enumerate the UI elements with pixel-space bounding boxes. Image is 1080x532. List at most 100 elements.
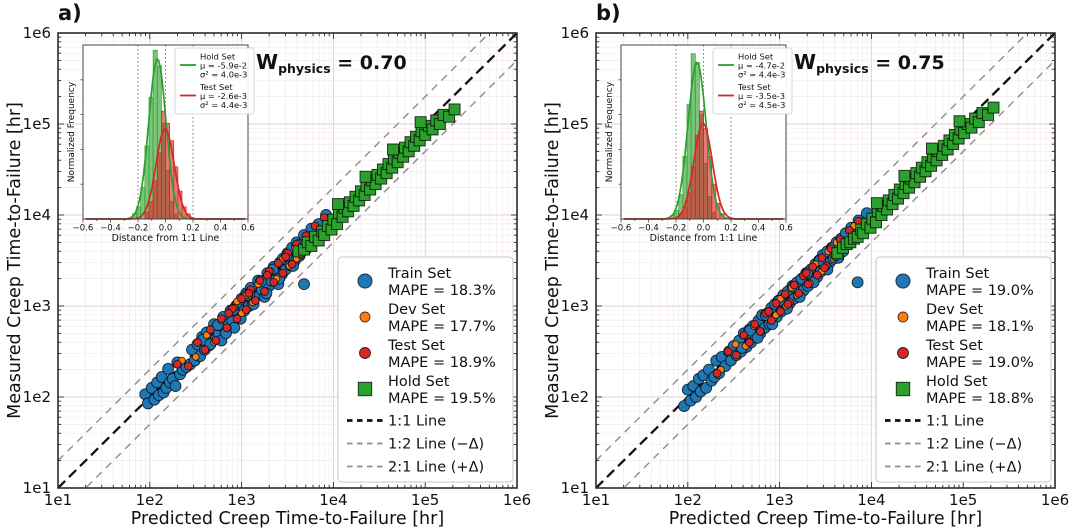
scatter-point	[448, 103, 461, 116]
legend-series-name: Train Set	[925, 266, 990, 282]
legend-series-name: Test Set	[925, 338, 983, 354]
panel-letter: a)	[58, 1, 82, 25]
plot-content	[596, 33, 1055, 488]
scatter-point	[278, 268, 288, 278]
scatter-point	[789, 280, 799, 290]
scatter-point	[723, 347, 733, 356]
legend-series-name: Dev Set	[926, 302, 983, 318]
y-axis-label: Measured Creep Time-to-Failure [hr]	[543, 102, 563, 419]
scatter-point	[359, 170, 372, 183]
scatter-point	[232, 314, 242, 324]
inset-x-tick-label: 0.4	[752, 224, 766, 234]
scatter-point	[331, 198, 344, 211]
legend-line-label: 1:1 Line	[388, 414, 446, 430]
hist-bar	[152, 180, 158, 220]
scatter-point	[222, 323, 232, 333]
inset-ticks	[80, 79, 249, 223]
legend-entry-2-1-line-: 2:1 Line (+Δ)	[885, 460, 1022, 476]
inset-x-tick-label: −0.6	[611, 224, 632, 234]
physics-weight-annotation: Wphysics = 0.75	[794, 50, 945, 76]
inset-legend-variance: σ² = 4.0e-3	[200, 70, 247, 80]
scatter-point	[783, 299, 793, 309]
inset-legend-series-name: Hold Set	[200, 52, 236, 62]
inset-x-tick-label: −0.4	[100, 224, 121, 234]
legend-mape-value: MAPE = 19.0%	[926, 355, 1034, 371]
legend-mape-value: MAPE = 18.8%	[926, 391, 1034, 407]
panel-b: 1e1 1e2 1e3 1e4 1e5 1e6 1e1 1e2 1e3 1e4 1e5 1e6 Pred…	[543, 1, 1069, 529]
scatter-point	[750, 319, 760, 329]
x-tick-label: 1e4	[857, 491, 885, 509]
scatter-point	[776, 307, 785, 316]
legend-marker	[357, 273, 373, 289]
plot-frame	[595, 32, 1056, 489]
scatter-point	[794, 288, 804, 298]
inset-x-tick-label: 0.4	[214, 224, 228, 234]
x-tick-label: 1e5	[411, 491, 439, 509]
legend-mape-value: MAPE = 18.9%	[388, 355, 496, 371]
x-tick-label: 1e6	[1041, 491, 1069, 509]
scatter-point	[281, 252, 291, 262]
inset-x-tick-label: 0.2	[724, 224, 738, 234]
legend-marker	[897, 311, 909, 323]
scatter-point	[870, 197, 883, 210]
inset-histogram: −0.6 −0.4 −0.2 0.0 0.2 0.4 0.6 Distance from 1:…	[605, 44, 793, 244]
x-tick-label: 1e6	[503, 491, 531, 509]
scatter-point	[780, 289, 790, 299]
scatter-point	[206, 325, 215, 335]
legend-series-name: Test Set	[387, 338, 445, 354]
x-tick-label: 1e3	[227, 491, 255, 509]
series-test-set	[172, 213, 334, 371]
scatter-point	[739, 330, 749, 340]
legend-entry-1-1-line: 1:1 Line	[347, 414, 446, 430]
plot-frame	[57, 32, 518, 489]
scatter-point	[387, 143, 400, 156]
hist-bar	[156, 152, 162, 220]
scatter-point	[898, 169, 911, 182]
panel-letter: b)	[596, 1, 621, 25]
legend-mape-value: MAPE = 19.5%	[388, 391, 496, 407]
scatter-point	[211, 336, 221, 345]
inset-legend-variance: σ² = 4.4e-3	[200, 100, 247, 110]
scatter-point	[744, 338, 754, 347]
scatter-point	[925, 142, 938, 155]
scatter-point	[169, 380, 182, 393]
legend-box	[875, 256, 1052, 483]
physics-weight-annotation: Wphysics = 0.70	[256, 50, 407, 76]
series-hold-set	[292, 103, 461, 258]
y-tick-label: 1e2	[23, 388, 51, 406]
legend-mape-value: MAPE = 17.7%	[388, 319, 496, 335]
legend-line-label: 2:1 Line (+Δ)	[926, 460, 1022, 476]
inset-x-tick-label: 0.6	[779, 224, 793, 234]
scatter-point	[414, 116, 427, 129]
inset-x-tick-label: 0.6	[241, 224, 255, 234]
inset-x-tick-label: 0.0	[697, 224, 711, 234]
inset-x-tick-label: 0.2	[186, 224, 200, 234]
inset-legend-series-name: Hold Set	[738, 52, 774, 62]
x-tick-label: 1e5	[949, 491, 977, 509]
y-tick-label: 1e4	[23, 206, 51, 224]
plot-content	[58, 33, 517, 488]
scatter-point	[851, 276, 864, 289]
scatter-point	[269, 277, 279, 287]
legend-line-label: 2:1 Line (+Δ)	[388, 460, 484, 476]
inset-legend-series-name: Test Set	[199, 82, 233, 92]
inset-legend-variance: σ² = 4.5e-3	[738, 100, 785, 110]
scatter-point	[808, 262, 817, 272]
legend-line-label: 1:1 Line	[926, 414, 984, 430]
x-tick-label: 1e2	[674, 491, 702, 509]
scatter-point	[803, 279, 813, 289]
inset-legend-mu: μ = -4.7e-2	[738, 61, 785, 71]
inset-x-tick-label: 0.0	[159, 224, 173, 234]
y-tick-label: 1e4	[561, 206, 589, 224]
scatter-point	[184, 361, 193, 371]
y-tick-label: 1e3	[23, 297, 51, 315]
